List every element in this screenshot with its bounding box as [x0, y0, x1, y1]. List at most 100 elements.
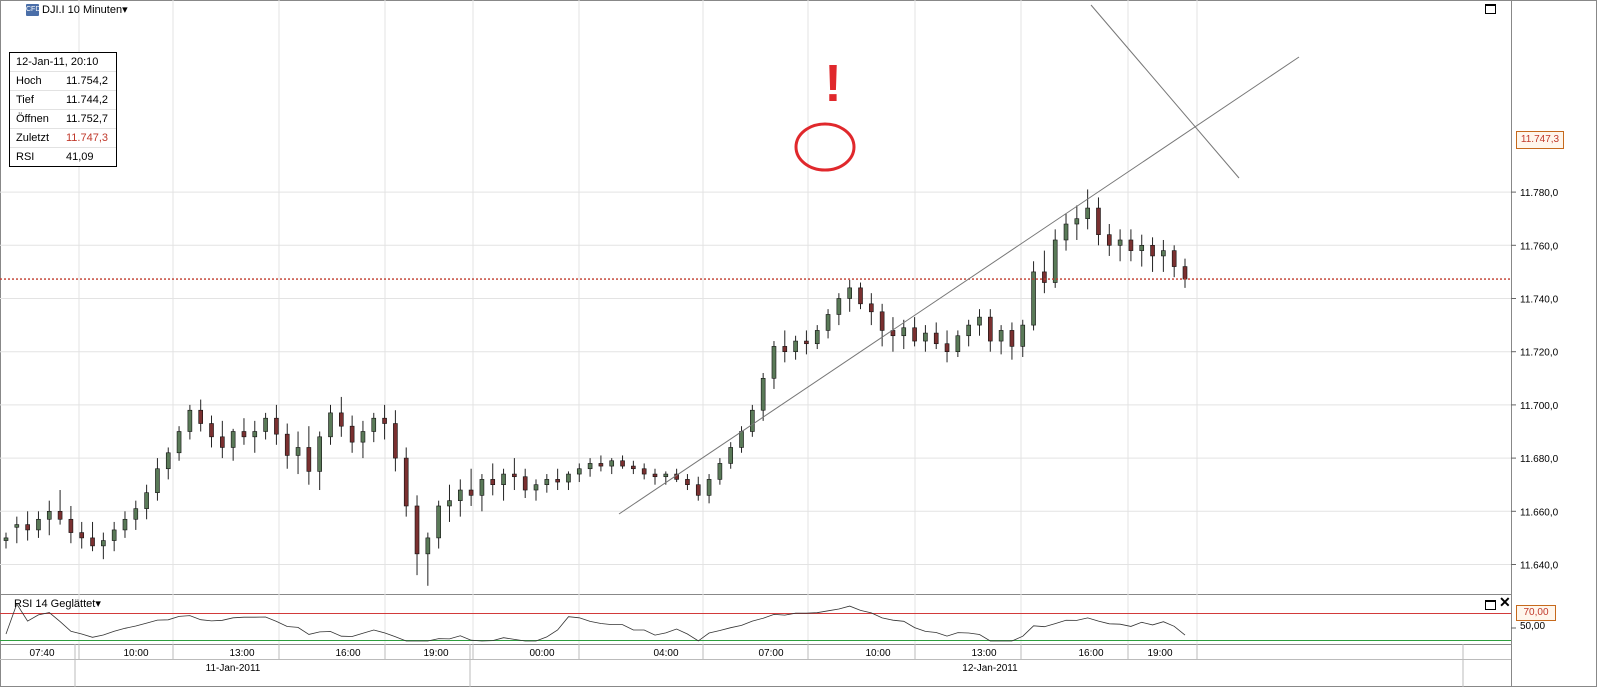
- candle: [155, 458, 160, 501]
- candle-body: [165, 452, 171, 470]
- candle: [371, 412, 377, 443]
- candle-body: [295, 447, 301, 456]
- candle-body: [479, 479, 485, 496]
- candle: [944, 330, 950, 363]
- candle-body: [133, 508, 139, 520]
- candle: [641, 463, 647, 480]
- trendlines: [618, 4, 1300, 515]
- close-icon[interactable]: ✕: [1499, 594, 1511, 610]
- candle-body: [760, 377, 766, 411]
- candle-body: [36, 518, 41, 531]
- candle: [890, 317, 896, 352]
- chevron-down-icon: ▾: [122, 4, 128, 16]
- time-label: 10:00: [865, 648, 890, 659]
- candle-body: [144, 492, 149, 509]
- highlight-circle: [794, 122, 856, 172]
- candle: [230, 428, 236, 461]
- price-tick-label: 11.640,0: [1520, 561, 1559, 572]
- candle-body: [3, 537, 9, 541]
- candle-body: [512, 473, 517, 478]
- candle: [728, 442, 734, 469]
- candle: [814, 325, 820, 350]
- info-label: Öffnen: [16, 113, 49, 125]
- candle: [598, 455, 604, 472]
- candle-body: [998, 330, 1004, 342]
- candle-body: [598, 463, 604, 467]
- candle: [403, 447, 409, 517]
- candle-body: [1052, 239, 1058, 283]
- candle-body: [576, 468, 582, 475]
- candle-body: [25, 524, 30, 531]
- info-value-last: 11.747,3: [66, 132, 109, 144]
- candle: [825, 309, 831, 339]
- candle-body: [955, 335, 961, 352]
- candle: [90, 521, 95, 552]
- candle: [901, 319, 907, 350]
- candles: [0, 189, 1511, 586]
- date-label: 11-Jan-2011: [206, 663, 261, 674]
- candle-body: [328, 412, 333, 438]
- candle: [3, 532, 9, 549]
- maximize-button[interactable]: [1485, 4, 1496, 14]
- instrument-title: DJI.I 10 Minuten: [42, 4, 123, 16]
- candle-body: [923, 332, 928, 342]
- candle: [220, 420, 225, 459]
- candle: [631, 460, 636, 475]
- price-tick-label: 11.720,0: [1520, 348, 1559, 359]
- rsi-indicator-selector[interactable]: RSI 14 Geglättet▾: [14, 597, 101, 610]
- candle: [750, 404, 755, 437]
- candle-body: [252, 431, 258, 438]
- candle: [706, 474, 712, 504]
- candle-body: [728, 447, 734, 464]
- candle-body: [1128, 239, 1134, 251]
- rsi-maximize-button[interactable]: [1485, 600, 1496, 610]
- candle: [512, 458, 517, 491]
- candle-body: [468, 489, 474, 496]
- candle-body: [587, 463, 593, 470]
- candle: [144, 484, 149, 520]
- candle-body: [306, 447, 312, 472]
- candle: [1009, 322, 1015, 360]
- time-label: 07:00: [758, 648, 783, 659]
- candle-body: [457, 489, 463, 501]
- time-label: 07:40: [29, 648, 54, 659]
- candle-body: [187, 409, 193, 432]
- candle-body: [90, 537, 95, 547]
- candle: [1139, 234, 1145, 267]
- candle: [490, 463, 496, 496]
- candle: [847, 279, 852, 312]
- candle-body: [825, 314, 831, 331]
- time-label: 13:00: [229, 648, 254, 659]
- candle-body: [230, 431, 236, 448]
- candle: [771, 341, 777, 389]
- info-value: 41,09: [66, 151, 94, 163]
- candle-body: [771, 346, 777, 379]
- candle-body: [176, 431, 182, 454]
- candle-body: [706, 479, 712, 496]
- candle-body: [68, 518, 74, 533]
- candle: [349, 415, 355, 453]
- candle-body: [912, 327, 917, 342]
- instrument-selector[interactable]: DJI.I 10 Minuten▾: [42, 3, 128, 16]
- candle: [1052, 229, 1058, 288]
- candle-body: [695, 484, 701, 496]
- candle: [447, 484, 452, 522]
- candle: [1031, 261, 1036, 331]
- candle-body: [393, 423, 398, 459]
- candle-body: [57, 510, 63, 520]
- candle-body: [447, 500, 452, 507]
- candle: [685, 474, 690, 491]
- info-row-last: Zuletzt 11.747,3: [10, 128, 116, 147]
- candle-body: [1096, 207, 1101, 235]
- candle: [836, 293, 842, 326]
- candle: [25, 511, 30, 541]
- candle-body: [858, 287, 863, 305]
- candle: [306, 426, 312, 485]
- candle-body: [533, 484, 539, 491]
- candle: [360, 420, 366, 459]
- candle-body: [360, 431, 366, 443]
- candle: [111, 521, 117, 552]
- price-tick-label: 11.680,0: [1520, 454, 1559, 465]
- support-trendline: [618, 56, 1300, 515]
